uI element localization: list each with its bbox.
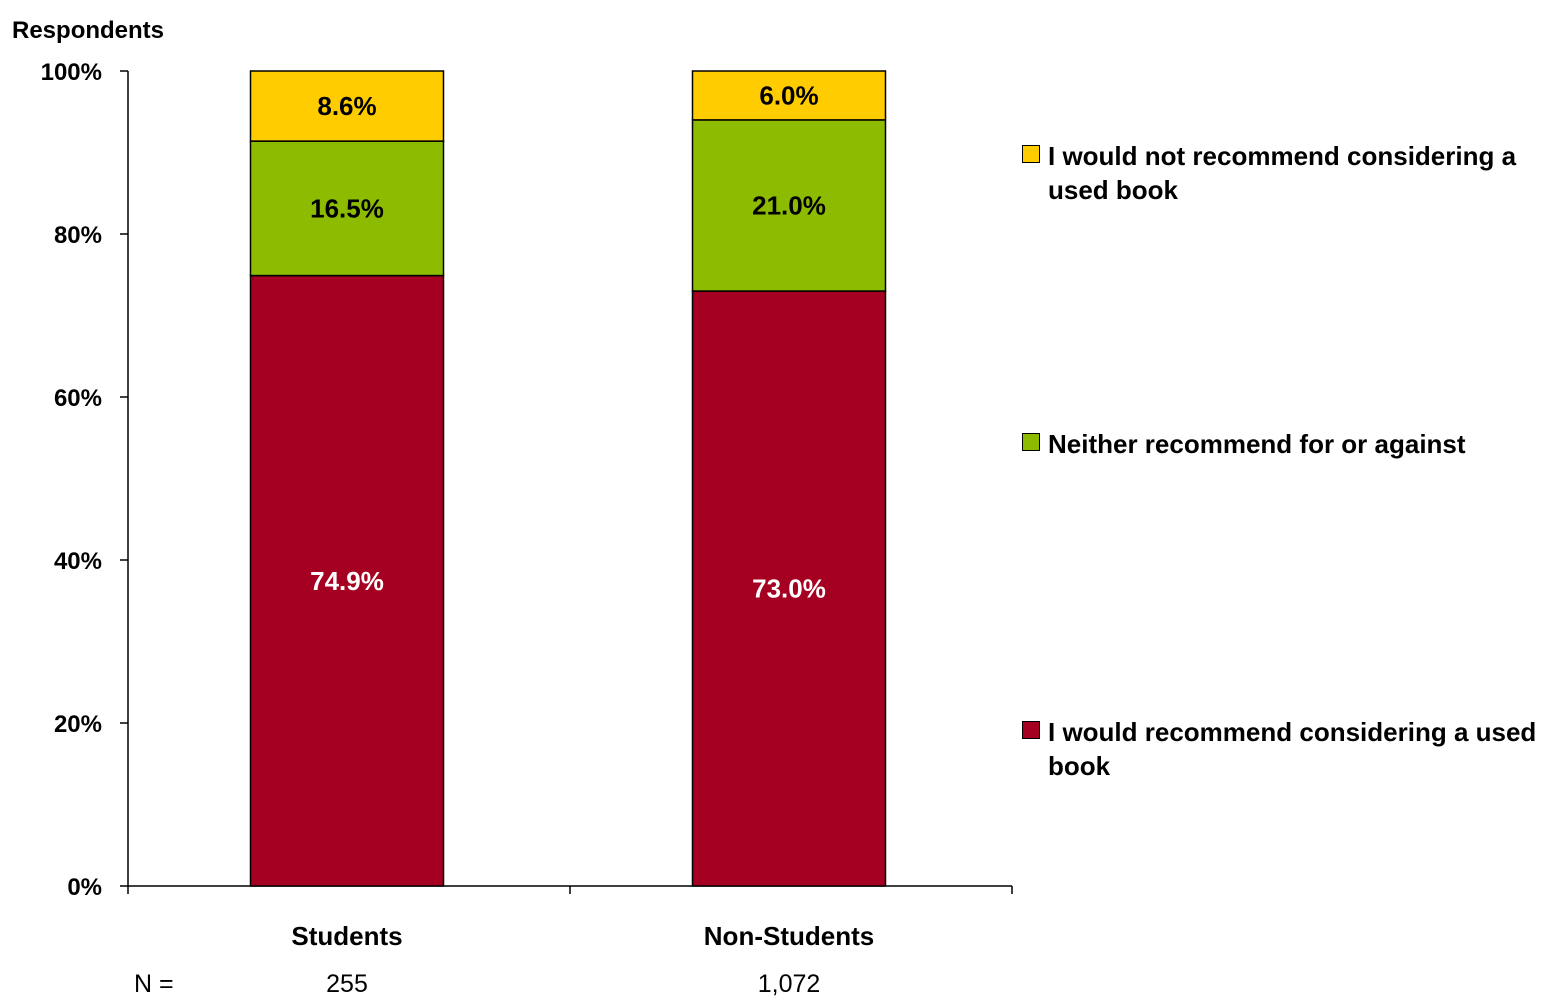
bar-segment [249, 70, 445, 142]
category-label: Non-Students [704, 921, 874, 951]
category-label: Students [291, 921, 402, 951]
stacked-bar-chart: Respondents 0% 20% 40% 60% 80% 100% 74.9% 16.5… [12, 17, 1013, 998]
n-row-label: N = [134, 970, 174, 998]
bar-segment [249, 274, 445, 887]
y-tick-label: 20% [54, 711, 102, 738]
legend-swatch-green [1022, 433, 1040, 451]
legend-label: I would not recommend considering a used… [1048, 141, 1517, 205]
legend-item-not-recommend: I would not recommend considering a used… [1022, 139, 1558, 207]
axes: 0% 20% 40% 60% 80% 100% [41, 59, 1013, 901]
legend-swatch-yellow [1022, 145, 1040, 163]
legend-item-recommend: I would recommend considering a used boo… [1022, 715, 1558, 783]
legend-swatch-red [1022, 721, 1040, 739]
n-value: 255 [326, 970, 368, 998]
y-tick-label: 80% [54, 222, 102, 249]
data-label: 6.0% [759, 80, 818, 110]
legend: I would not recommend considering a used… [1022, 0, 1565, 1003]
data-label: 73.0% [752, 574, 826, 604]
bar-segment [691, 70, 887, 121]
legend-label: I would recommend considering a used boo… [1048, 717, 1537, 781]
n-value: 1,072 [758, 970, 821, 998]
legend-item-neither: Neither recommend for or against [1022, 427, 1558, 461]
data-label: 21.0% [752, 190, 826, 220]
y-tick-label: 60% [54, 385, 102, 412]
bar-segment [691, 119, 887, 292]
y-axis-title: Respondents [12, 17, 164, 44]
n-row: N = 255 1,072 [134, 970, 820, 998]
bar-segment [691, 290, 887, 887]
y-tick-label: 0% [67, 874, 102, 901]
category-labels: Students Non-Students [291, 921, 874, 951]
y-tick-label: 100% [41, 59, 102, 86]
y-tick-label: 40% [54, 548, 102, 575]
data-label: 8.6% [317, 91, 376, 121]
bar-segment [249, 140, 445, 277]
bars [249, 70, 887, 887]
data-labels: 74.9% 16.5% 8.6% 73.0% 21.0% 6.0% [310, 80, 826, 603]
data-label: 16.5% [310, 193, 384, 223]
data-label: 74.9% [310, 566, 384, 596]
legend-label: Neither recommend for or against [1048, 429, 1466, 459]
